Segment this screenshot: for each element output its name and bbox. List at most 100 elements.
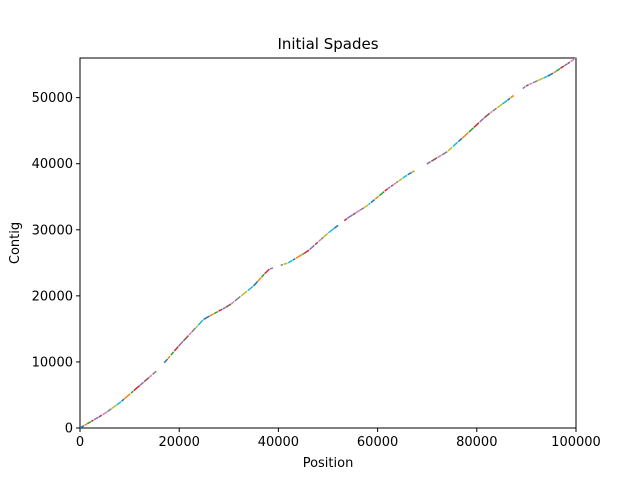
x-tick-label: 40000 bbox=[258, 435, 299, 450]
contig-segment bbox=[111, 404, 117, 410]
contig-segment bbox=[473, 122, 480, 128]
contig-segment bbox=[93, 416, 99, 421]
y-tick-label: 20000 bbox=[32, 289, 73, 304]
contig-segment bbox=[343, 217, 348, 222]
contig-segment bbox=[547, 72, 554, 77]
contig-segment bbox=[303, 249, 310, 254]
contig-segment bbox=[411, 170, 415, 173]
contig-segment bbox=[280, 263, 284, 267]
contig-segment bbox=[247, 285, 254, 292]
contig-segment bbox=[537, 77, 544, 82]
x-tick-label: 100000 bbox=[551, 435, 601, 450]
contig-segment bbox=[457, 137, 463, 143]
contig-segment bbox=[395, 180, 399, 184]
contig-segment bbox=[225, 303, 232, 308]
contig-segment bbox=[86, 421, 92, 425]
contig-segment bbox=[152, 370, 157, 376]
contig-segment bbox=[230, 300, 235, 305]
contig-segment bbox=[543, 75, 548, 79]
y-tick-label: 40000 bbox=[32, 157, 73, 172]
contig-segment bbox=[532, 80, 538, 84]
contig-segment bbox=[529, 82, 533, 86]
contig-segment bbox=[363, 204, 369, 209]
contig-segment bbox=[98, 414, 103, 418]
contig-segment bbox=[163, 358, 169, 364]
contig-segment bbox=[387, 186, 391, 190]
contig-segment bbox=[107, 408, 112, 413]
contig-segment bbox=[287, 259, 293, 264]
x-axis: 0 20000 40000 60000 80000 100000 bbox=[76, 428, 601, 450]
contig-segment bbox=[283, 262, 288, 266]
contig-segment bbox=[173, 346, 179, 352]
contig-segment bbox=[563, 62, 569, 67]
contig-segment bbox=[170, 351, 175, 356]
contig-segment bbox=[309, 244, 315, 251]
contig-segment bbox=[318, 238, 322, 243]
contig-segment bbox=[483, 112, 491, 119]
contig-segment bbox=[133, 384, 141, 392]
contig-segment bbox=[167, 355, 171, 359]
contig-segment bbox=[264, 268, 270, 275]
contig-segment bbox=[102, 411, 108, 416]
contig-segment bbox=[398, 177, 403, 182]
contig-segment bbox=[240, 290, 248, 297]
contig-segment bbox=[407, 171, 413, 176]
contig-segment bbox=[501, 99, 508, 105]
contig-segment bbox=[402, 174, 408, 179]
contig-segment bbox=[209, 313, 214, 317]
contig-segment bbox=[182, 334, 190, 342]
contig-segment bbox=[378, 190, 385, 197]
contig-segment bbox=[390, 184, 394, 188]
contig-segment bbox=[148, 374, 153, 378]
contig-segment bbox=[492, 107, 498, 112]
contig-segment bbox=[510, 94, 515, 99]
contig-segment bbox=[570, 58, 575, 63]
series-layer bbox=[79, 57, 577, 429]
contig-segment bbox=[188, 331, 192, 336]
contig-segment bbox=[177, 340, 184, 347]
contig-segment bbox=[367, 202, 371, 206]
y-tick-label: 30000 bbox=[32, 223, 73, 238]
x-tick-label: 80000 bbox=[456, 435, 497, 450]
contig-segment bbox=[559, 65, 565, 70]
contig-segment bbox=[522, 85, 526, 90]
contig-segment bbox=[430, 157, 438, 162]
contig-segment bbox=[121, 398, 125, 402]
contig-segment bbox=[555, 68, 561, 72]
y-tick-label: 10000 bbox=[32, 355, 73, 370]
contig-segment bbox=[327, 227, 335, 234]
plot-frame bbox=[79, 57, 577, 429]
contig-segment bbox=[191, 327, 197, 333]
contig-segment bbox=[441, 150, 448, 156]
contig-segment bbox=[392, 182, 397, 186]
contig-segment bbox=[359, 207, 365, 211]
y-tick-label: 0 bbox=[65, 422, 73, 437]
contig-segment bbox=[123, 393, 131, 400]
contig-segment bbox=[234, 295, 241, 302]
contig-segment bbox=[139, 381, 145, 386]
contig-segment bbox=[295, 254, 303, 259]
contig-segment bbox=[370, 198, 376, 204]
contig-segment bbox=[374, 195, 380, 200]
y-axis: 0 10000 20000 30000 40000 50000 bbox=[32, 91, 80, 437]
contig-segment bbox=[90, 419, 94, 423]
x-tick-label: 60000 bbox=[357, 435, 398, 450]
contig-segment bbox=[292, 258, 296, 261]
x-tick-label: 0 bbox=[76, 435, 84, 450]
contig-segment bbox=[447, 146, 453, 152]
contig-segment bbox=[195, 325, 199, 329]
chart-title: Initial Spades bbox=[277, 35, 378, 53]
contig-segment bbox=[553, 70, 557, 74]
contig-segment bbox=[333, 224, 339, 229]
contig-segment bbox=[525, 84, 530, 87]
contig-segment bbox=[222, 306, 226, 310]
contig-segment bbox=[197, 319, 204, 326]
contig-segment bbox=[574, 57, 577, 60]
contig-segment bbox=[352, 212, 356, 216]
contig-segment bbox=[479, 117, 485, 123]
contig-segment bbox=[301, 252, 305, 256]
contig-segment bbox=[384, 188, 389, 192]
contig-segment bbox=[323, 232, 329, 238]
contig-segment bbox=[355, 209, 361, 214]
